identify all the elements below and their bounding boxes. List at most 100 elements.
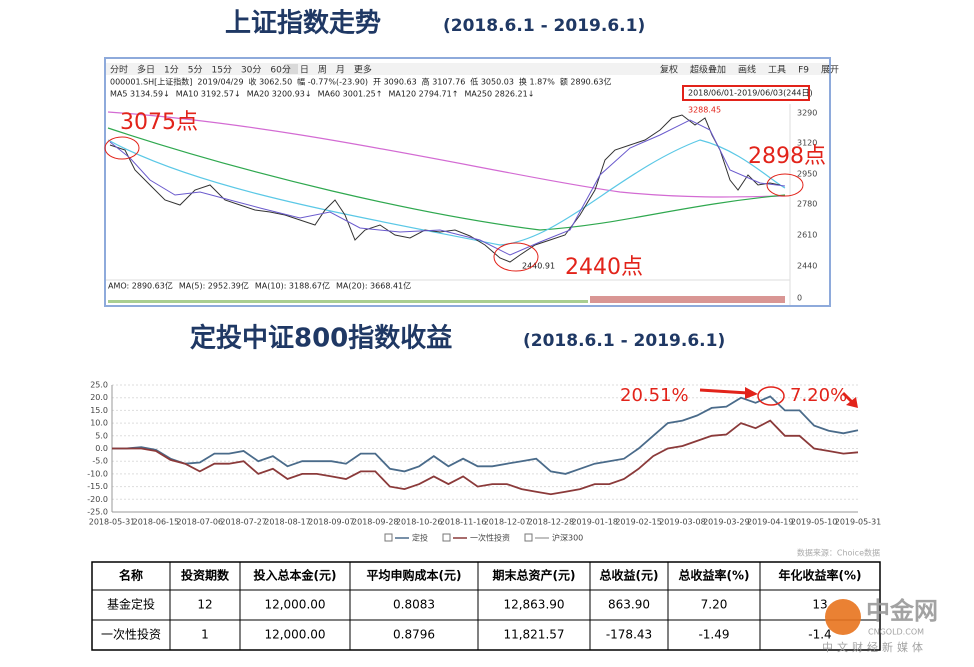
range: 2018/06/01-2019/06/03(244日) bbox=[688, 89, 813, 98]
header-cell: 期末总资产(元) bbox=[493, 568, 576, 583]
ma-item: MA60 3001.25↑ bbox=[318, 90, 383, 99]
amo-item: AMO: 2890.63亿 bbox=[108, 281, 173, 291]
table-frame bbox=[91, 561, 881, 651]
x-tick-label: 2018-09-07 bbox=[308, 518, 355, 527]
toolbar-item: 超级叠加 bbox=[690, 64, 726, 76]
legend-label: 定投 bbox=[412, 533, 428, 543]
cell: 基金定投 bbox=[107, 597, 155, 612]
toolbar-item: 月 bbox=[336, 65, 345, 76]
circle bbox=[493, 242, 539, 272]
y-tick-label: -10.0 bbox=[87, 469, 108, 478]
cell: 0.8796 bbox=[393, 628, 435, 642]
callout: 2898点 bbox=[748, 144, 826, 169]
toolbar-item: 多日 bbox=[137, 64, 155, 76]
cell: 12 bbox=[197, 598, 212, 612]
series-line bbox=[112, 419, 859, 496]
cell: 0.8083 bbox=[393, 598, 435, 612]
legend-label: 一次性投资 bbox=[470, 533, 510, 543]
source: 数据来源：Choice数据 bbox=[797, 548, 880, 558]
circle bbox=[766, 173, 804, 197]
high-label: 3288.45 bbox=[688, 106, 721, 115]
header-cell: 平均申购成本(元) bbox=[367, 568, 462, 583]
y-tick-label: -20.0 bbox=[87, 495, 108, 504]
header-cell: 投资期数 bbox=[181, 568, 230, 583]
title2: 定投中证800指数收益 bbox=[190, 323, 452, 354]
cell: 12,000.00 bbox=[264, 628, 325, 642]
amo-item: MA(20): 3668.41亿 bbox=[336, 281, 411, 291]
toolbar-item: 1分 bbox=[164, 65, 179, 76]
price-trace bbox=[109, 114, 781, 263]
annotation: 7.20% bbox=[790, 385, 847, 406]
info-item: 换 1.87% bbox=[519, 77, 555, 87]
x-tick-label: 2018-06-15 bbox=[133, 518, 180, 527]
x-tick-label: 2018-05-31 bbox=[89, 518, 136, 527]
circle bbox=[757, 386, 785, 406]
ma-item: MA250 2826.21↓ bbox=[464, 90, 534, 99]
series-line bbox=[112, 395, 859, 475]
x-tick-label: 2019-05-31 bbox=[835, 518, 882, 527]
cell: 863.90 bbox=[608, 598, 650, 612]
cell: 12,000.00 bbox=[264, 598, 325, 612]
y-tick-label: -5.0 bbox=[92, 457, 108, 466]
toolbar-item: 60分 bbox=[270, 65, 290, 76]
y-tick-label: 15.0 bbox=[90, 406, 108, 415]
legend-checkbox bbox=[442, 533, 451, 542]
ma-item: MA10 3192.57↓ bbox=[176, 90, 241, 99]
price-tick-label: 2440 bbox=[797, 262, 817, 271]
price-tick-label: 2780 bbox=[797, 200, 817, 209]
price-tick-label: 3120 bbox=[797, 139, 817, 148]
header-cell: 投入总本金(元) bbox=[254, 568, 337, 583]
price-tick-label: 3290 bbox=[797, 109, 817, 118]
cell: 1 bbox=[201, 628, 209, 642]
toolbar-item: 5分 bbox=[188, 65, 203, 76]
x-tick-label: 2018-07-27 bbox=[220, 518, 267, 527]
cell: -1.4 bbox=[808, 628, 831, 642]
legend-checkbox bbox=[524, 533, 533, 542]
toolbar-item: 15分 bbox=[212, 65, 232, 76]
circle bbox=[104, 136, 140, 160]
ma120 bbox=[107, 127, 786, 231]
x-tick-label: 2018-12-07 bbox=[484, 518, 531, 527]
price-tick-label: 2950 bbox=[797, 170, 817, 179]
cell: 11,821.57 bbox=[503, 628, 564, 642]
x-tick-label: 2018-08-17 bbox=[264, 518, 311, 527]
x-tick-label: 2018-10-26 bbox=[396, 518, 443, 527]
ma-item: MA120 2794.71↑ bbox=[388, 90, 458, 99]
ma-item: MA20 3200.93↓ bbox=[247, 90, 312, 99]
wm-name: 中金网 bbox=[866, 597, 938, 625]
range-box bbox=[682, 85, 810, 101]
y-tick-label: -15.0 bbox=[87, 482, 108, 491]
x-tick-label: 2019-05-10 bbox=[791, 518, 838, 527]
ma-item: MA5 3134.59↓ bbox=[110, 90, 170, 99]
cell: 12,863.90 bbox=[503, 598, 564, 612]
title-range: (2018.6.1 - 2019.6.1) bbox=[443, 16, 645, 36]
table: 名称 投资期数 投入总本金(元) 平均申购成本(元) 期末总资产(元) 总收益(元) 总收益… bbox=[91, 561, 881, 651]
stock-panel: 分时 多日 1分 5分 15分 30分 60分日周月更多 复权 超级叠加 画线 工具 F9 展开 000… bbox=[104, 57, 839, 307]
x-tick-label: 2018-09-28 bbox=[352, 518, 399, 527]
cell: 一次性投资 bbox=[101, 627, 161, 642]
y-tick-label: 25.0 bbox=[90, 381, 108, 390]
y-tick-label: 0.0 bbox=[95, 444, 108, 453]
x-tick-label: 2019-01-18 bbox=[571, 518, 618, 527]
title: 上证指数走势 bbox=[225, 9, 381, 39]
cell: -178.43 bbox=[606, 628, 652, 642]
header-cell: 年化收益率(%) bbox=[779, 568, 862, 583]
logo bbox=[825, 599, 861, 635]
info-item: 收 3062.50 bbox=[249, 77, 293, 87]
y-tick-label: 10.0 bbox=[90, 419, 108, 428]
price-tick-label: 0 bbox=[797, 294, 802, 303]
volume bbox=[108, 300, 588, 303]
volume-bars bbox=[108, 296, 785, 303]
y-tick-label: 20.0 bbox=[90, 393, 108, 402]
toolbar-item: 周 bbox=[318, 65, 327, 76]
ma250 bbox=[107, 111, 786, 198]
toolbar-item: 日 bbox=[300, 65, 309, 76]
y-tick-label: -25.0 bbox=[87, 508, 108, 517]
watermark: 中金网 CNGOLD.COM 中文财经新媒体 bbox=[822, 597, 938, 654]
legend-checkbox bbox=[384, 533, 393, 542]
low-label: 2440.91 bbox=[522, 262, 555, 271]
title2-range: (2018.6.1 - 2019.6.1) bbox=[523, 331, 725, 351]
info-item: 高 3107.76 bbox=[422, 77, 466, 87]
toolbar-item: F9 bbox=[798, 66, 809, 76]
